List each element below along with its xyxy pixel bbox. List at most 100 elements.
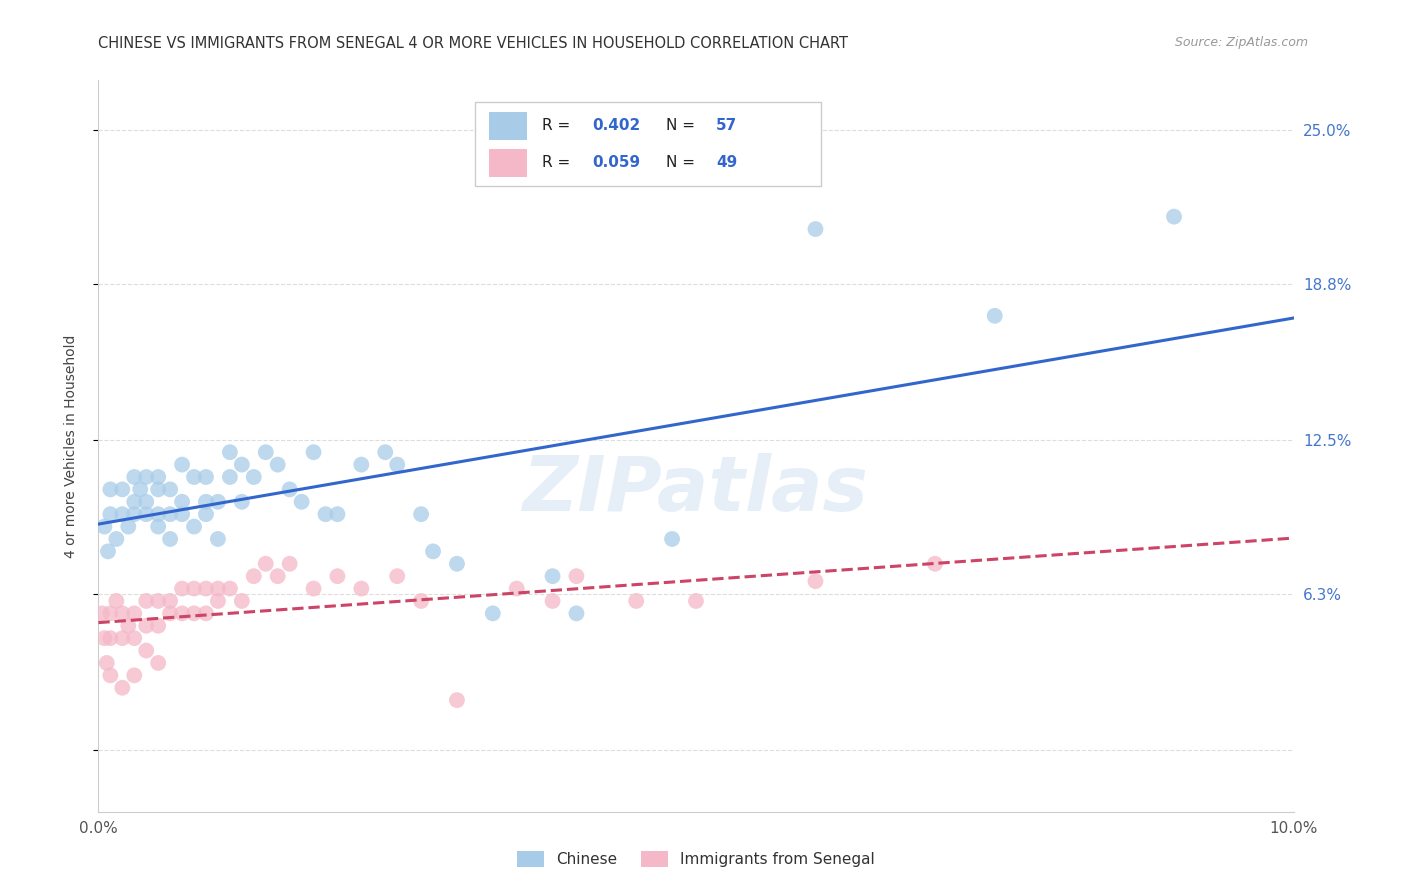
Point <box>124 631 146 645</box>
Point <box>148 656 170 670</box>
Point <box>219 582 242 596</box>
Point <box>685 594 707 608</box>
Point <box>207 532 229 546</box>
Text: ZIPatlas: ZIPatlas <box>523 453 869 527</box>
Point <box>422 544 444 558</box>
Text: R =: R = <box>541 119 575 133</box>
Text: 49: 49 <box>716 155 738 170</box>
Point <box>1163 210 1185 224</box>
Point <box>195 470 218 484</box>
Point <box>231 594 253 608</box>
Point <box>135 495 157 509</box>
Point <box>148 594 170 608</box>
Point <box>111 483 134 497</box>
Point <box>135 507 157 521</box>
Point <box>411 594 433 608</box>
Point <box>326 569 349 583</box>
Text: 0.059: 0.059 <box>592 155 640 170</box>
FancyBboxPatch shape <box>475 103 821 186</box>
Point <box>148 507 170 521</box>
Point <box>91 607 114 621</box>
Point <box>105 594 128 608</box>
Point <box>172 458 194 472</box>
Point <box>302 445 325 459</box>
FancyBboxPatch shape <box>489 112 527 140</box>
Text: N =: N = <box>666 119 700 133</box>
Point <box>111 607 134 621</box>
Text: 0.402: 0.402 <box>592 119 640 133</box>
Point <box>183 607 205 621</box>
Point <box>385 569 409 583</box>
Point <box>97 544 120 558</box>
Point <box>195 582 218 596</box>
Point <box>411 507 433 521</box>
Point <box>243 569 266 583</box>
Point <box>661 532 683 546</box>
Point <box>124 495 146 509</box>
Point <box>195 495 218 509</box>
Point <box>541 594 564 608</box>
Point <box>267 569 290 583</box>
FancyBboxPatch shape <box>489 149 527 177</box>
Point <box>124 507 146 521</box>
Text: Source: ZipAtlas.com: Source: ZipAtlas.com <box>1174 36 1308 49</box>
Point <box>506 582 529 596</box>
Point <box>96 656 118 670</box>
Point <box>183 582 205 596</box>
Point <box>278 483 301 497</box>
Point <box>135 643 157 657</box>
Legend: Chinese, Immigrants from Senegal: Chinese, Immigrants from Senegal <box>510 846 882 873</box>
Point <box>98 607 122 621</box>
Point <box>924 557 946 571</box>
Point <box>231 458 253 472</box>
Point <box>446 557 468 571</box>
Point <box>482 607 505 621</box>
Point <box>93 631 115 645</box>
Point <box>111 631 134 645</box>
Y-axis label: 4 or more Vehicles in Household: 4 or more Vehicles in Household <box>63 334 77 558</box>
Point <box>124 607 146 621</box>
Point <box>207 582 229 596</box>
Point <box>183 470 205 484</box>
Point <box>267 458 290 472</box>
Point <box>172 495 194 509</box>
Point <box>565 607 588 621</box>
Point <box>148 519 170 533</box>
Point <box>385 458 409 472</box>
Point <box>124 668 146 682</box>
Point <box>159 507 181 521</box>
Point <box>350 582 373 596</box>
Point <box>326 507 349 521</box>
Point <box>231 495 253 509</box>
Point <box>804 574 827 588</box>
Point <box>254 557 277 571</box>
Point <box>111 507 134 521</box>
Point <box>626 594 648 608</box>
Point <box>195 607 218 621</box>
Point <box>172 607 194 621</box>
Point <box>117 519 139 533</box>
Point <box>159 594 181 608</box>
Point <box>565 569 588 583</box>
Point <box>172 507 194 521</box>
Point <box>105 532 128 546</box>
Point <box>219 445 242 459</box>
Point <box>291 495 314 509</box>
Point <box>984 309 1007 323</box>
Point <box>350 458 373 472</box>
Point <box>243 470 266 484</box>
Text: N =: N = <box>666 155 700 170</box>
Point <box>148 483 170 497</box>
Text: R =: R = <box>541 155 575 170</box>
Point <box>219 470 242 484</box>
Point <box>135 470 157 484</box>
Point <box>135 619 157 633</box>
Text: 57: 57 <box>716 119 738 133</box>
Point <box>207 594 229 608</box>
Point <box>98 668 122 682</box>
Point <box>172 582 194 596</box>
Point <box>98 631 122 645</box>
Point <box>124 470 146 484</box>
Point <box>148 470 170 484</box>
Point <box>804 222 827 236</box>
